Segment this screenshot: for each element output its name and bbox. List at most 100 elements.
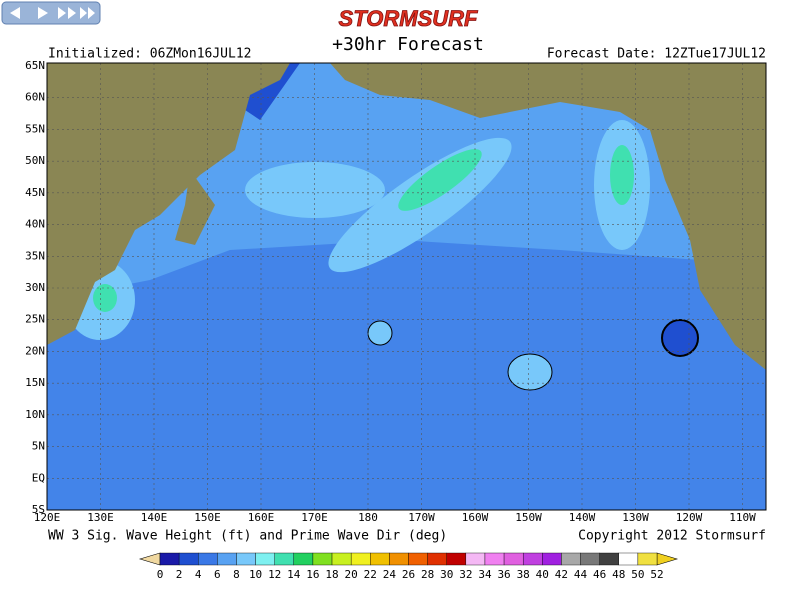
colorbar-label: 34	[478, 568, 492, 581]
colorbar-swatch	[522, 552, 543, 566]
colorbar-label: 20	[345, 568, 358, 581]
caption: WW 3 Sig. Wave Height (ft) and Prime Wav…	[48, 529, 447, 544]
colorbar-swatch	[580, 552, 600, 566]
lat-label: 35N	[25, 249, 45, 262]
wave-zone	[398, 149, 482, 211]
colorbar-label: 46	[593, 568, 606, 581]
colorbar-swatch	[637, 552, 658, 566]
map-frame	[46, 62, 767, 511]
storm	[661, 319, 699, 357]
colorbar-swatch	[198, 552, 218, 566]
lon-label: 160E	[248, 511, 275, 524]
colorbar-label: 22	[364, 568, 377, 581]
colorbar-swatch	[599, 552, 619, 566]
colorbar-label: 18	[325, 568, 338, 581]
colorbar-label: 26	[402, 568, 415, 581]
colorbar-label: 38	[517, 568, 530, 581]
colorbar-label: 10	[249, 568, 262, 581]
lon-label: 150W	[515, 511, 542, 524]
wave-zone	[367, 320, 393, 346]
land-asia	[47, 63, 290, 345]
colorbar-swatch	[331, 552, 352, 566]
colorbar-swatch	[427, 552, 447, 566]
nav-back[interactable]	[10, 7, 20, 19]
colorbar-swatch	[293, 552, 314, 566]
lon-label: 120W	[676, 511, 703, 524]
colorbar-over	[656, 552, 679, 566]
colorbar-label: 52	[650, 568, 663, 581]
wave-zone	[47, 240, 766, 510]
lon-label: 150E	[194, 511, 221, 524]
colorbar-swatch	[217, 552, 237, 566]
lat-label: 5N	[32, 440, 45, 453]
lat-label: 15N	[25, 376, 45, 389]
colorbar-label: 28	[421, 568, 434, 581]
colorbar-label: 32	[459, 568, 472, 581]
lat-label: 10N	[25, 408, 45, 421]
nav-play[interactable]	[38, 7, 48, 19]
nav-forward[interactable]	[58, 7, 76, 19]
colorbar-label: 48	[612, 568, 625, 581]
init-time: Initialized: 06ZMon16JUL12	[48, 47, 252, 62]
colorbar-label: 14	[287, 568, 301, 581]
colorbar-label: 36	[497, 568, 510, 581]
brand-title: STORMSURF	[339, 6, 478, 31]
colorbar-label: 6	[214, 568, 221, 581]
colorbar-label: 8	[233, 568, 240, 581]
lat-label: 65N	[25, 59, 45, 72]
nav-buttons	[1, 1, 101, 25]
lon-label: 160W	[462, 511, 489, 524]
colorbar-swatch	[159, 552, 180, 566]
lat-label: 25N	[25, 313, 45, 326]
lat-label: 60N	[25, 91, 45, 104]
colorbar-swatch	[465, 552, 486, 566]
colorbar-swatch	[408, 552, 428, 566]
colorbar-swatch	[618, 552, 639, 566]
colorbar-swatch	[236, 552, 256, 566]
colorbar-label: 42	[555, 568, 568, 581]
lon-label: 170E	[301, 511, 328, 524]
wave-zone	[507, 353, 553, 391]
lat-label: 45N	[25, 186, 45, 199]
colorbar-swatch	[561, 552, 581, 566]
colorbar-swatch	[503, 552, 524, 566]
colorbar-swatch	[542, 552, 562, 566]
colorbar-label: 24	[383, 568, 397, 581]
colorbar-label: 44	[574, 568, 588, 581]
lon-label: 120E	[34, 511, 61, 524]
colorbar: 0 2 4 6 8 10 12 14 16 18 20 22 24 26 28 30 32 34 36 38 40 42 4…	[138, 552, 679, 581]
wave-zone	[93, 284, 117, 312]
wave-zone	[245, 162, 385, 218]
lon-label: 130E	[87, 511, 114, 524]
lon-label: 180	[358, 511, 378, 524]
colorbar-label: 2	[176, 568, 183, 581]
colorbar-label: 50	[631, 568, 644, 581]
colorbar-swatch	[446, 552, 467, 566]
nav-end[interactable]	[80, 7, 95, 19]
land-japan	[175, 170, 215, 245]
forecast-date: Forecast Date: 12ZTue17JUL12	[547, 47, 766, 62]
lat-label: 5S	[32, 503, 45, 516]
lat-label: 50N	[25, 154, 45, 167]
nav-bar	[1, 1, 101, 25]
colorbar-swatch	[370, 552, 390, 566]
forecast-title: +30hr Forecast	[332, 34, 484, 55]
colorbar-label: 30	[440, 568, 453, 581]
lat-label: EQ	[32, 471, 45, 484]
colorbar-swatch	[178, 552, 199, 566]
colorbar-swatch	[484, 552, 505, 566]
lon-label: 140E	[141, 511, 168, 524]
copyright: Copyright 2012 Stormsurf	[578, 529, 766, 544]
lat-label: 20N	[25, 344, 45, 357]
colorbar-label: 0	[157, 568, 164, 581]
colorbar-label: 16	[306, 568, 319, 581]
lat-label: 55N	[25, 122, 45, 135]
land-america	[330, 63, 766, 370]
colorbar-swatch	[312, 552, 333, 566]
wave-zone	[610, 145, 634, 205]
colorbar-swatch	[389, 552, 409, 566]
lon-label: 140W	[569, 511, 596, 524]
colorbar-swatch	[255, 552, 275, 566]
